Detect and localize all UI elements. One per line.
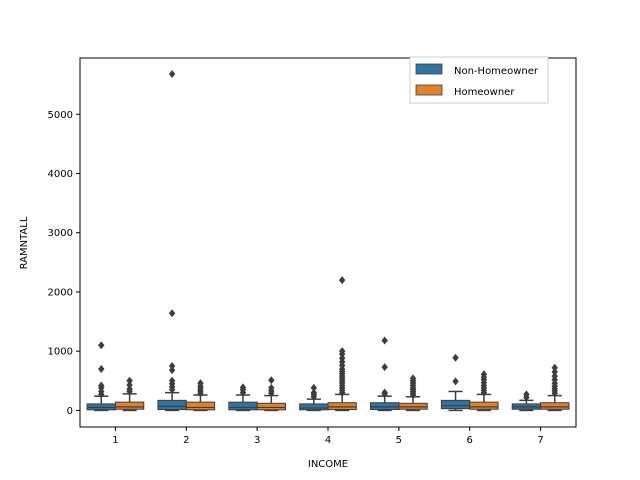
outlier-point	[168, 366, 176, 375]
box	[185, 401, 216, 411]
outlier-point	[268, 383, 275, 392]
legend: Non-Homeowner Homeowner	[409, 56, 549, 104]
outlier-point	[381, 388, 388, 397]
outlier-point	[551, 367, 558, 376]
box-group	[370, 336, 400, 412]
outlier-point	[310, 383, 318, 392]
axes: 0 1000 2000 3000 4000 5000 1 2 3 4 5 6 7	[48, 110, 544, 446]
outlier-point	[338, 276, 346, 285]
box-group	[540, 363, 570, 412]
box-group	[327, 276, 357, 412]
x-tick-label: 2	[183, 435, 189, 446]
outlier-point	[168, 69, 176, 78]
box	[469, 401, 499, 410]
y-tick-label: 1000	[48, 347, 73, 358]
outlier-point	[523, 390, 530, 399]
box-group	[114, 376, 145, 412]
legend-label-homeowner: Homeowner	[454, 87, 515, 98]
box-group	[299, 383, 329, 412]
x-tick-label: 1	[112, 435, 118, 446]
box	[327, 402, 357, 411]
box	[299, 403, 329, 411]
outlier-point	[126, 385, 133, 394]
box	[228, 401, 258, 411]
outlier-point	[310, 388, 318, 397]
outlier-point	[381, 336, 388, 345]
outlier-point	[98, 381, 105, 390]
outlier-point	[126, 376, 133, 385]
outlier-point	[480, 370, 488, 379]
box-group	[256, 376, 286, 412]
y-axis-title: RAMNTALL	[19, 216, 30, 269]
y-tick-label: 4000	[48, 169, 73, 180]
box	[540, 402, 570, 410]
x-tick-label: 5	[396, 435, 402, 446]
outlier-point	[452, 353, 459, 362]
outlier-point	[98, 341, 105, 350]
legend-label-non-homeowner: Non-Homeowner	[454, 66, 539, 77]
box-group	[86, 341, 116, 412]
box-group	[157, 69, 187, 412]
x-tick-label: 7	[537, 435, 543, 446]
outlier-point	[268, 376, 275, 385]
x-tick-label: 6	[467, 435, 473, 446]
y-tick-label: 3000	[48, 228, 73, 239]
y-tick-label: 0	[67, 406, 73, 417]
outlier-point	[452, 377, 459, 386]
outlier-point	[551, 363, 558, 372]
x-axis-title: INCOME	[308, 459, 348, 470]
box-group	[469, 370, 499, 412]
outlier-point	[409, 374, 417, 383]
box-group	[398, 374, 428, 412]
y-tick-label: 2000	[48, 287, 73, 298]
outlier-point	[197, 379, 204, 388]
outlier-point	[381, 363, 388, 372]
outlier-point	[168, 361, 176, 370]
box-group	[228, 383, 258, 412]
x-tick-label: 3	[254, 435, 260, 446]
y-tick-label: 5000	[48, 110, 73, 121]
box	[440, 399, 471, 410]
outlier-point	[168, 309, 176, 318]
legend-swatch-homeowner	[415, 84, 443, 96]
outlier-point	[168, 376, 176, 385]
box-group	[511, 390, 542, 412]
outlier-point	[338, 347, 346, 356]
box	[157, 399, 187, 411]
x-tick-label: 4	[325, 435, 331, 446]
outlier-point	[98, 364, 105, 373]
box	[114, 401, 145, 410]
outlier-point	[239, 383, 247, 392]
outlier-point	[338, 354, 346, 363]
legend-swatch-non-homeowner	[415, 63, 443, 75]
plot-frame	[79, 57, 577, 428]
outlier-point	[126, 380, 133, 389]
outlier-point	[551, 372, 558, 381]
box-group	[185, 379, 216, 412]
box	[256, 402, 286, 411]
plot-area	[86, 69, 570, 412]
box	[370, 402, 400, 411]
